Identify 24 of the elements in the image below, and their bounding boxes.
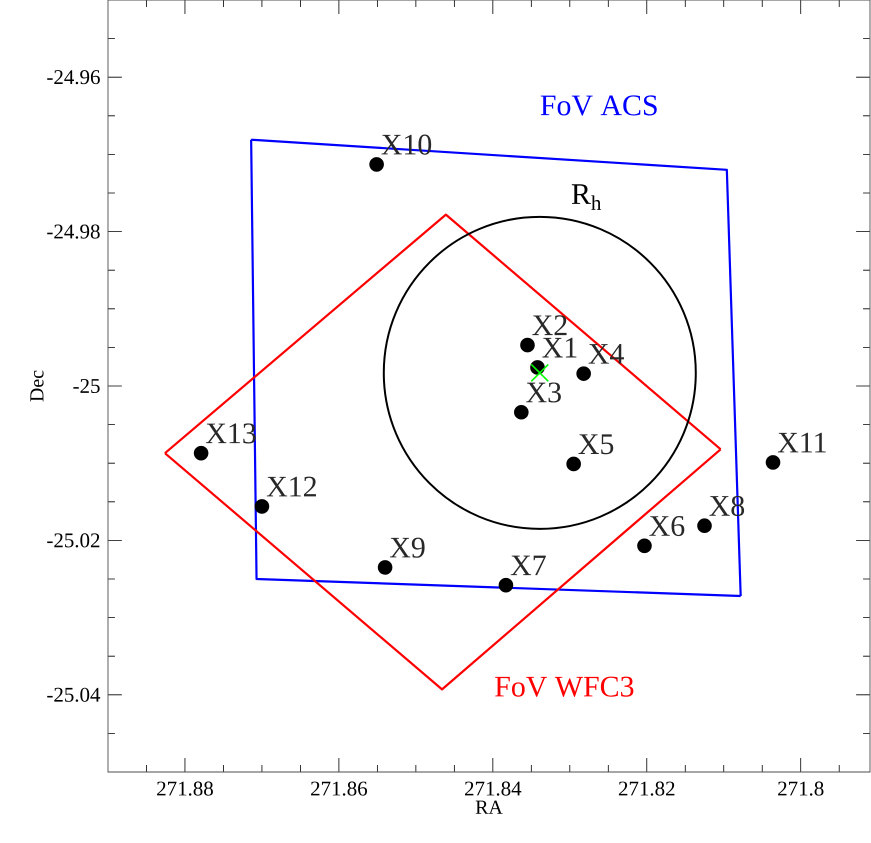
x-axis-title: RA [476, 800, 503, 814]
annotation: X5 [578, 434, 614, 454]
series-label: FoV ACS [540, 95, 657, 116]
y-tick-label: -25.02 [47, 533, 100, 548]
annotation: X12 [266, 476, 316, 496]
y-axis-title: Dec [30, 370, 44, 402]
y-tick-label: -25 [73, 378, 100, 394]
series-label: FoV WFC3 [495, 676, 634, 697]
y-tick-label: -24.98 [47, 224, 100, 239]
x-tick-label: 271.84 [464, 782, 522, 796]
y-tick-label: -24.96 [47, 70, 100, 84]
x-tick-label: 271.8 [778, 782, 824, 796]
annotation: X11 [778, 432, 826, 452]
annotation: R$_{h}$ [572, 184, 602, 210]
annotation: X3 [526, 382, 561, 403]
annotation: X9 [390, 538, 425, 558]
y-tick-label: -25.04 [47, 688, 100, 702]
annotation: X2 [532, 315, 567, 336]
annotation: X7 [510, 556, 546, 576]
x-tick-label: 271.82 [618, 782, 674, 796]
x-tick-label: 271.88 [157, 782, 213, 796]
x-tick-label: 271.86 [311, 782, 368, 796]
annotation: X1 [542, 338, 576, 358]
annotation: X6 [649, 516, 684, 536]
